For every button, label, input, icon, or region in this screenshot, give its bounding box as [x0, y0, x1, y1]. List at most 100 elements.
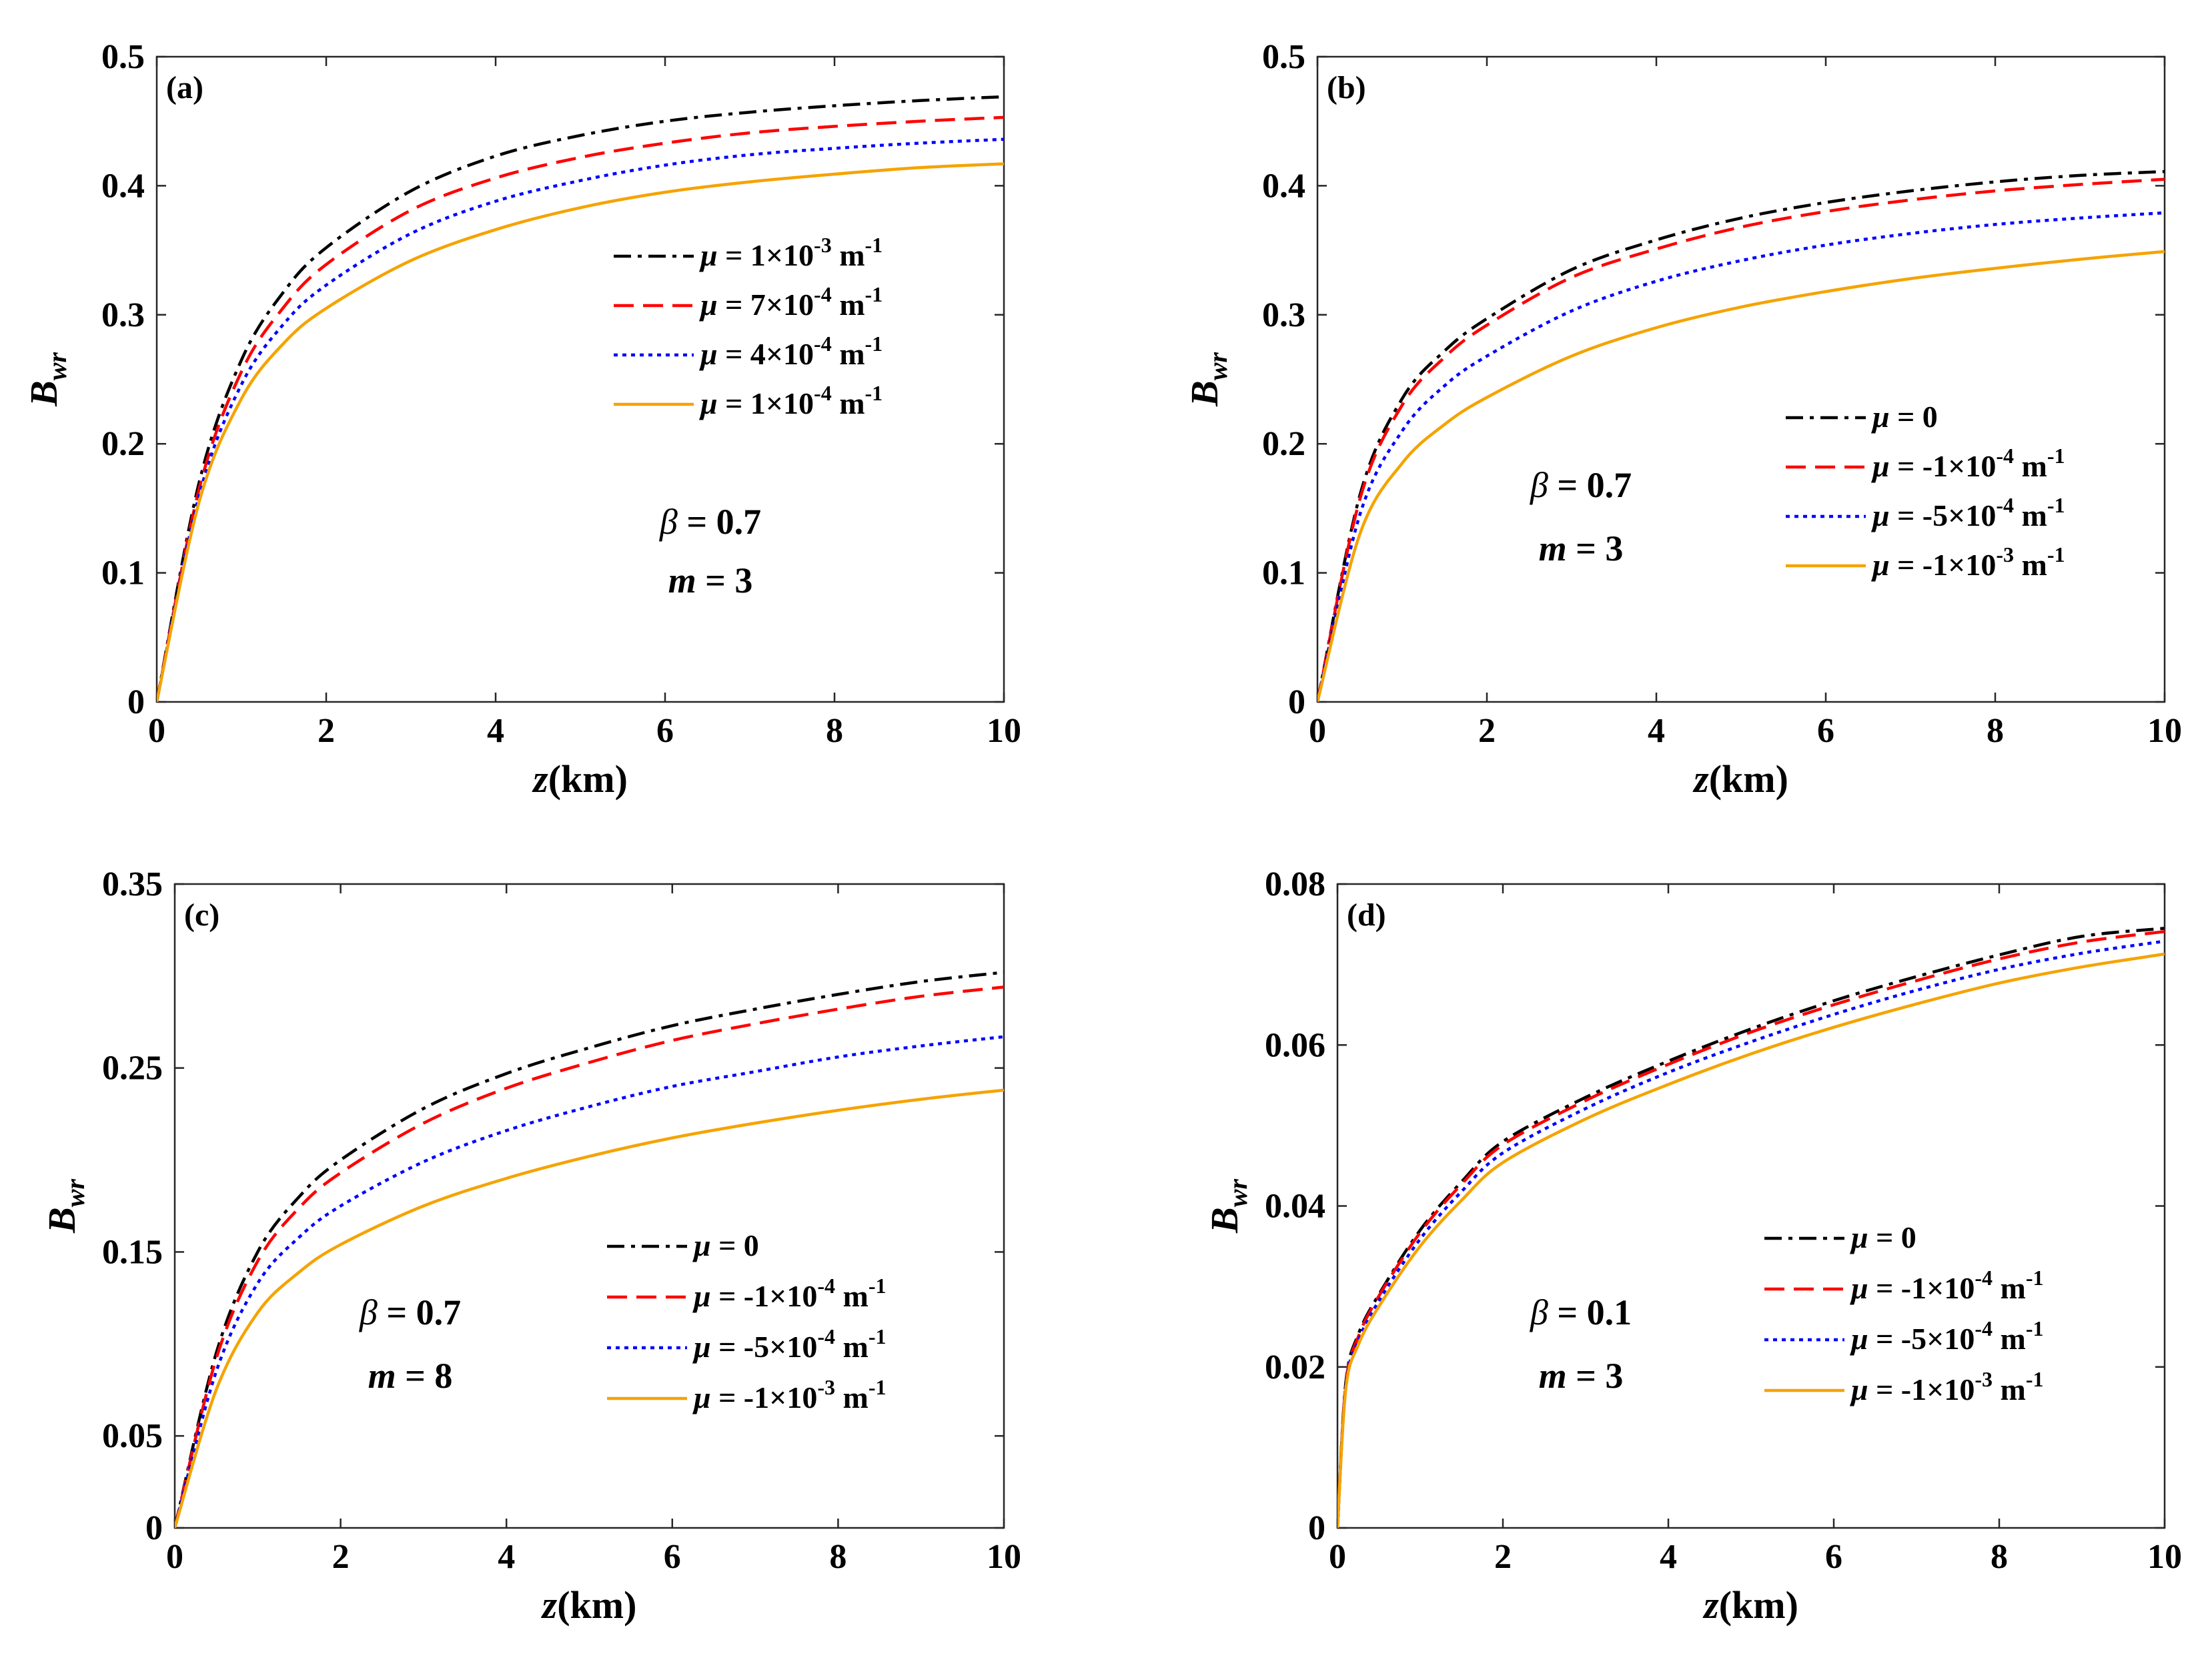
x-tick-label: 10: [987, 1538, 1021, 1576]
m-annotation: m = 3: [1539, 1356, 1624, 1396]
series-line-1: [175, 971, 1004, 1528]
y-axis-label: Bwr: [40, 1179, 90, 1234]
x-tick-label: 6: [1817, 712, 1834, 750]
series-line-4: [175, 1088, 1004, 1528]
y-tick-label: 0.4: [101, 167, 145, 205]
y-tick-label: 0.05: [102, 1417, 163, 1455]
x-axis-label: z(km): [1702, 1583, 1798, 1627]
x-axis-label: z(km): [541, 1583, 637, 1627]
series-line-1: [1317, 169, 2165, 702]
legend: μ = 0 μ = -1×10-4 m-1 μ = -5×10-4 m-1 μ = -…: [607, 1228, 886, 1414]
x-tick-label: 4: [1660, 1538, 1677, 1576]
y-axis-label: Bwr: [22, 352, 72, 407]
legend-entry-3: μ = 4×10-4 m-1: [699, 332, 883, 371]
x-tick-label: 10: [987, 712, 1021, 750]
legend-entry-2: μ = 7×10-4 m-1: [699, 282, 883, 322]
y-tick-label: 0.3: [1262, 296, 1305, 334]
y-tick-label: 0: [127, 683, 145, 721]
legend-entry-1: μ = 1×10-3 m-1: [699, 233, 883, 272]
series-line-2: [1317, 177, 2165, 702]
legend-entry-2: μ = -1×10-4 m-1: [1850, 1266, 2043, 1305]
series-line-1: [1337, 927, 2165, 1528]
plot-frame: [173, 883, 1005, 1529]
legend-entry-4: μ = -1×10-3 m-1: [1850, 1367, 2043, 1406]
panel-label: (d): [1347, 897, 1386, 933]
panel-label: (a): [166, 70, 203, 105]
y-tick-label: 0.2: [101, 425, 145, 463]
panel-a: 0 2 4 6 8 10 0 0.1 0.2 0.3 0.4 0.5 z(km) Bwr (a) μ = 1×…: [22, 38, 1021, 801]
legend-entry-3: μ = -5×10-4 m-1: [1871, 493, 2065, 532]
series-line-2: [175, 985, 1004, 1528]
x-tick-label: 8: [1987, 712, 2004, 750]
y-axis-label: Bwr: [1203, 1179, 1253, 1234]
plot-frame: [155, 55, 1005, 703]
x-tick-label: 0: [1329, 1538, 1346, 1576]
beta-annotation: β = 0.7: [359, 1292, 461, 1332]
series-line-3: [175, 1035, 1004, 1528]
legend-entry-1: μ = 0: [1871, 400, 1938, 434]
plot-frame: [1336, 883, 2166, 1529]
x-tick-label: 4: [1648, 712, 1665, 750]
plot-frame: [1316, 55, 2166, 703]
series-line-4: [157, 162, 1004, 702]
series-line-2: [1337, 929, 2165, 1528]
x-tick-label: 8: [829, 1538, 847, 1576]
x-tick-label: 4: [487, 712, 504, 750]
legend-entry-2: μ = -1×10-4 m-1: [692, 1274, 886, 1313]
y-tick-label: 0.2: [1262, 425, 1305, 463]
y-tick-label: 0: [1308, 1509, 1325, 1547]
y-tick-label: 0.02: [1265, 1348, 1325, 1386]
beta-annotation: β = 0.1: [1530, 1292, 1632, 1332]
legend: μ = 0 μ = -1×10-4 m-1 μ = -5×10-4 m-1 μ = -…: [1764, 1220, 2043, 1406]
legend-entry-3: μ = -5×10-4 m-1: [692, 1324, 886, 1364]
y-tick-label: 0.25: [102, 1050, 163, 1088]
legend-entry-3: μ = -5×10-4 m-1: [1850, 1316, 2043, 1356]
legend: μ = 1×10-3 m-1 μ = 7×10-4 m-1 μ = 4×10-4 m…: [614, 233, 883, 420]
x-tick-label: 6: [656, 712, 674, 750]
m-annotation: m = 3: [668, 560, 753, 600]
x-tick-label: 2: [1478, 712, 1496, 750]
x-tick-label: 10: [2147, 712, 2182, 750]
legend-entry-4: μ = -1×10-3 m-1: [692, 1375, 886, 1414]
legend: μ = 0 μ = -1×10-4 m-1 μ = -5×10-4 m-1 μ = -…: [1786, 400, 2065, 582]
m-annotation: m = 8: [368, 1356, 453, 1396]
y-tick-label: 0: [1288, 683, 1305, 721]
y-tick-label: 0.5: [101, 38, 145, 76]
series-line-1: [157, 95, 1004, 702]
series-line-3: [157, 137, 1004, 702]
legend-entry-1: μ = 0: [1850, 1220, 1916, 1254]
m-annotation: m = 3: [1539, 528, 1624, 568]
x-tick-label: 6: [664, 1538, 681, 1576]
series-line-4: [1317, 250, 2165, 702]
x-axis-label: z(km): [1692, 757, 1788, 801]
y-tick-label: 0.08: [1265, 865, 1325, 903]
x-tick-label: 8: [1991, 1538, 2008, 1576]
x-axis-label: z(km): [532, 757, 628, 801]
y-tick-label: 0.3: [101, 296, 145, 334]
y-axis-label: Bwr: [1183, 352, 1233, 407]
legend-entry-4: μ = -1×10-3 m-1: [1871, 542, 2065, 582]
beta-annotation: β = 0.7: [659, 502, 761, 542]
x-tick-label: 0: [166, 1538, 183, 1576]
panel-d: 0 2 4 6 8 10 0 0.02 0.04 0.06 0.08 z(km) Bwr (d) μ = 0…: [1203, 865, 2182, 1627]
panel-label: (b): [1327, 70, 1366, 105]
legend-entry-1: μ = 0: [692, 1228, 759, 1262]
x-tick-label: 6: [1825, 1538, 1842, 1576]
y-tick-label: 0.15: [102, 1233, 163, 1271]
legend-entry-4: μ = 1×10-4 m-1: [699, 381, 883, 420]
x-tick-label: 2: [332, 1538, 350, 1576]
y-tick-label: 0.1: [101, 554, 145, 592]
beta-annotation: β = 0.7: [1530, 465, 1632, 505]
y-tick-label: 0: [145, 1509, 163, 1547]
y-tick-label: 0.06: [1265, 1026, 1325, 1064]
x-tick-label: 10: [2147, 1538, 2182, 1576]
x-tick-label: 8: [826, 712, 843, 750]
legend-entry-2: μ = -1×10-4 m-1: [1871, 444, 2065, 483]
x-tick-label: 4: [498, 1538, 515, 1576]
series-line-3: [1317, 211, 2165, 702]
panel-c: 0 2 4 6 8 10 0 0.05 0.15 0.25 0.35 z(km) Bwr (c) μ = 0…: [40, 865, 1021, 1627]
y-tick-label: 0.4: [1262, 167, 1305, 205]
series-line-3: [1337, 939, 2165, 1528]
